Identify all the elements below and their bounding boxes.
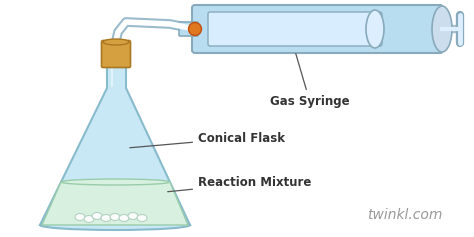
Ellipse shape [128, 213, 138, 219]
Ellipse shape [40, 220, 190, 230]
Text: Reaction Mixture: Reaction Mixture [168, 177, 311, 192]
Polygon shape [40, 52, 190, 225]
FancyBboxPatch shape [208, 12, 382, 46]
Text: Gas Syringe: Gas Syringe [270, 54, 350, 108]
FancyBboxPatch shape [101, 41, 130, 68]
Ellipse shape [75, 214, 85, 220]
Polygon shape [42, 182, 188, 225]
Ellipse shape [189, 23, 201, 36]
Ellipse shape [137, 214, 147, 222]
Ellipse shape [61, 179, 170, 185]
Ellipse shape [119, 214, 129, 222]
Text: Conical Flask: Conical Flask [130, 132, 285, 148]
Ellipse shape [110, 214, 120, 220]
Ellipse shape [366, 10, 384, 48]
Text: twinkl.com: twinkl.com [367, 208, 443, 222]
Ellipse shape [101, 214, 111, 222]
FancyBboxPatch shape [179, 22, 198, 36]
FancyBboxPatch shape [192, 5, 443, 53]
Ellipse shape [432, 6, 452, 52]
Ellipse shape [84, 215, 94, 223]
Ellipse shape [92, 213, 102, 219]
Ellipse shape [103, 39, 129, 45]
